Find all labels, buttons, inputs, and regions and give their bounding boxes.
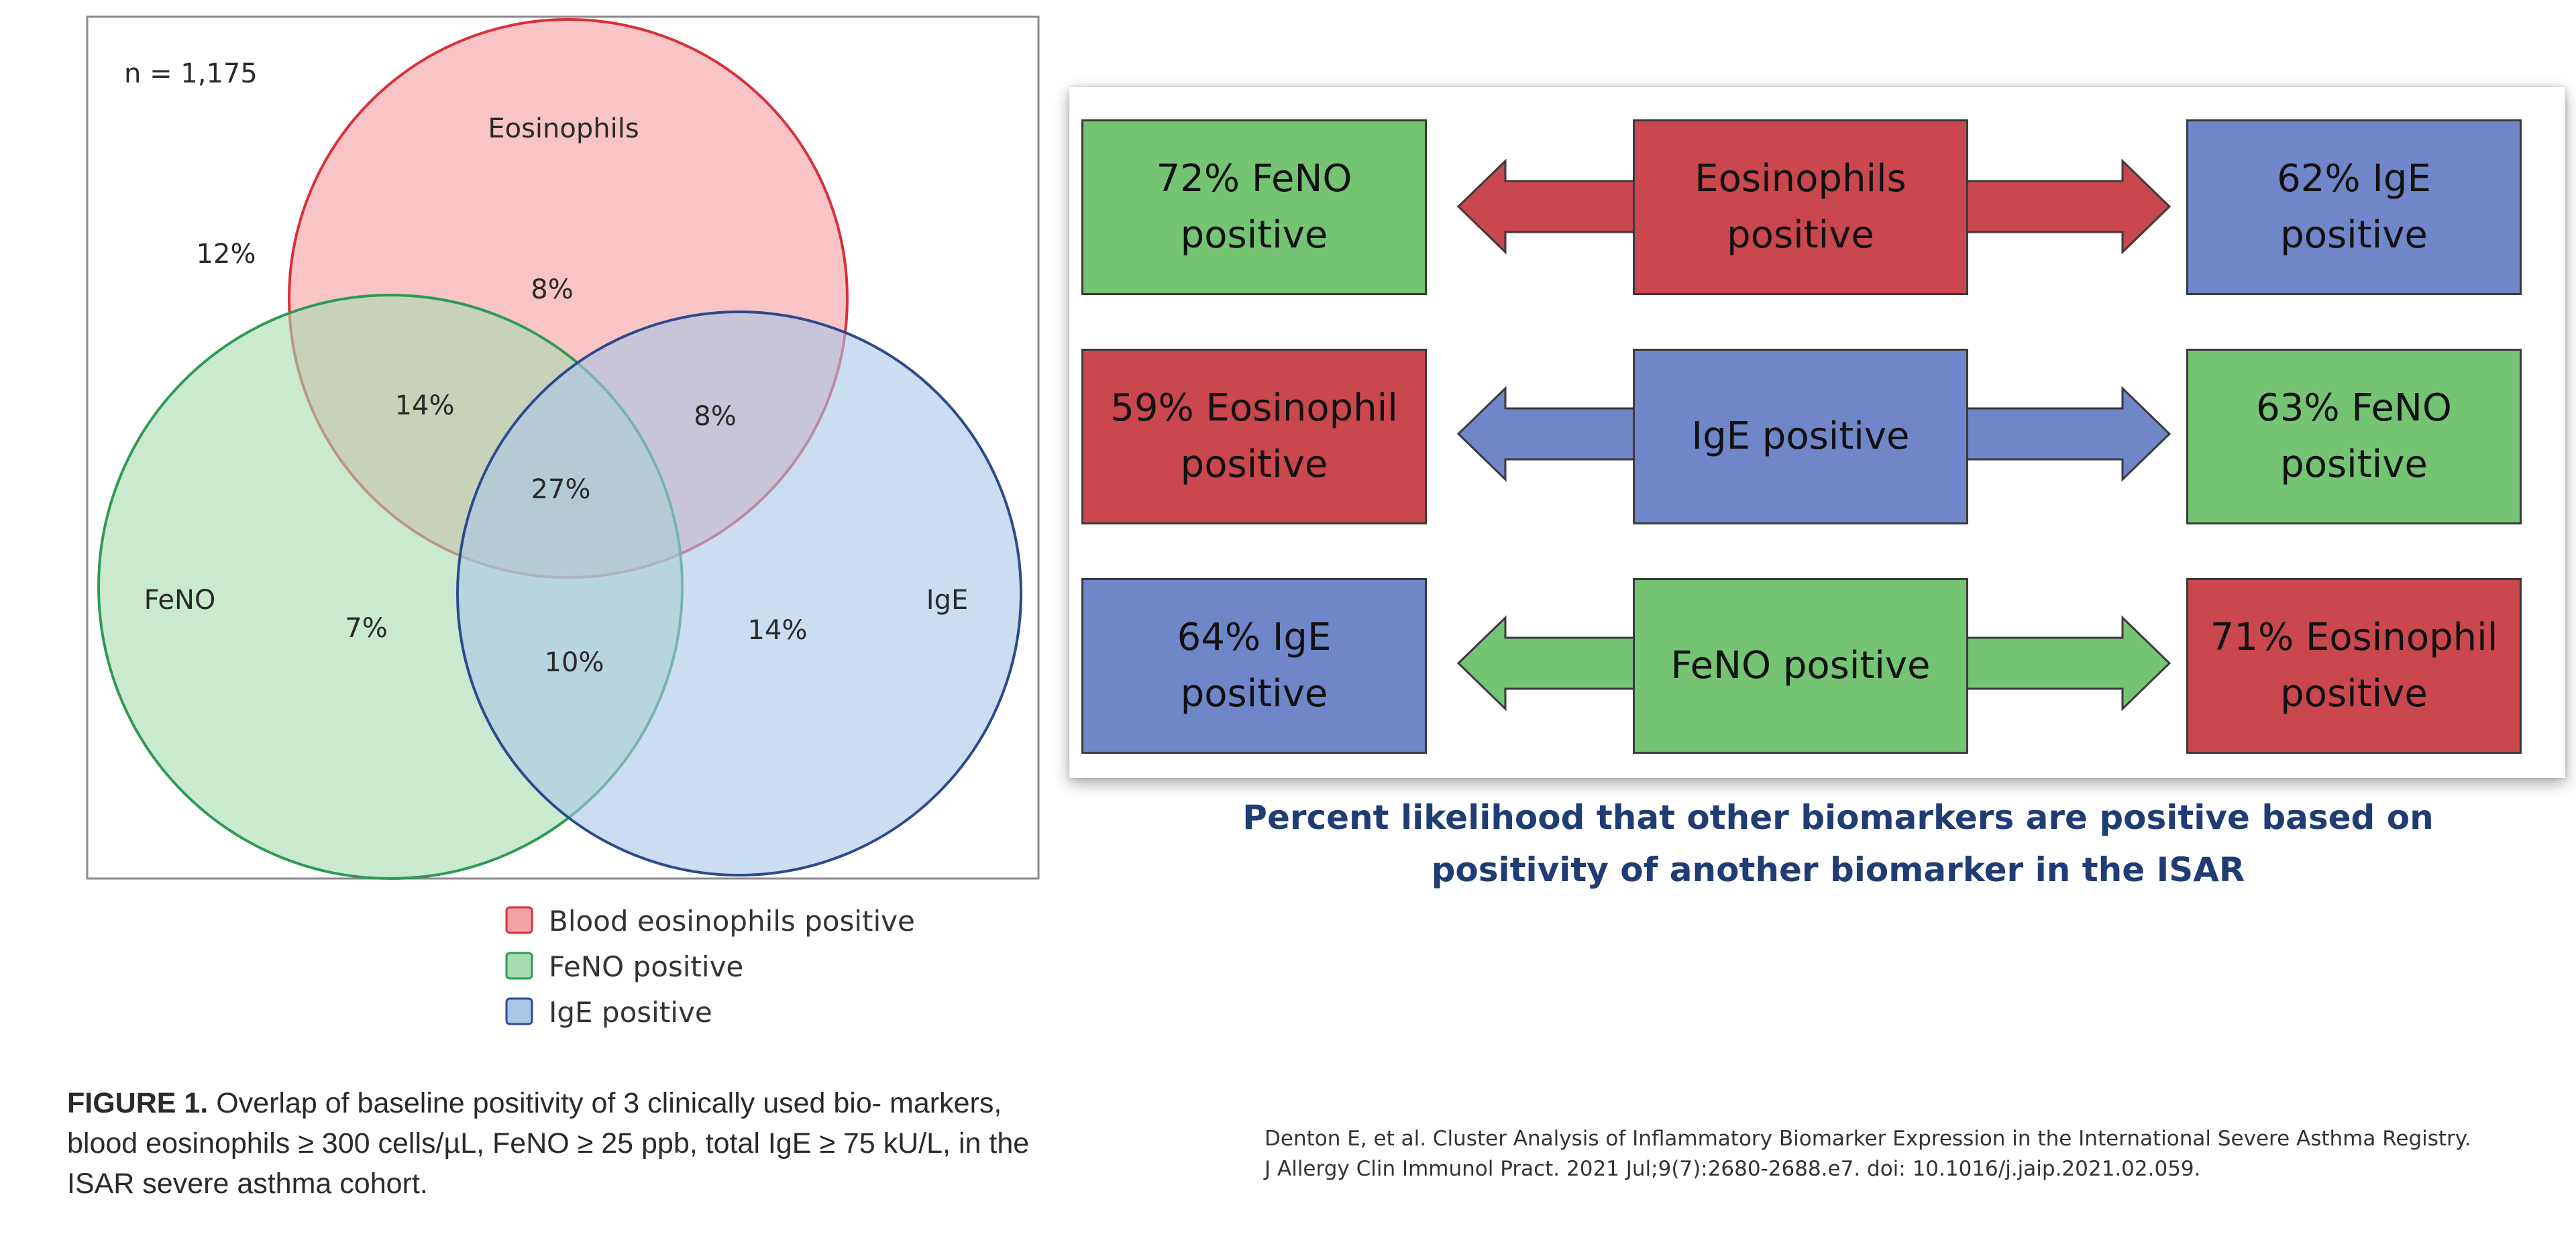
eos-only-pct: 8% <box>531 274 573 305</box>
citation: Denton E, et al. Cluster Analysis of Inf… <box>1265 1127 2471 1181</box>
row3-left-text: 64% IgE positive <box>1177 616 1332 716</box>
row2-center-box: IgE positive <box>1633 349 1968 524</box>
row1-center-box: Eosinophils positive <box>1633 119 1968 295</box>
feno-only-pct: 7% <box>345 613 387 644</box>
ige-label: IgE <box>926 585 968 616</box>
ige-only-pct: 14% <box>748 615 808 646</box>
n-label: n = 1,175 <box>124 58 258 89</box>
legend: Blood eosinophils positive FeNO positive… <box>505 905 915 1029</box>
outside-pct: 12% <box>197 239 256 270</box>
eosinophils-label: Eosinophils <box>488 113 639 144</box>
feno-label: FeNO <box>144 585 216 616</box>
all-three-pct: 27% <box>531 474 591 505</box>
feno-ige-pct: 10% <box>545 647 604 678</box>
eos-ige-pct: 8% <box>694 401 736 432</box>
row2-right-box: 63% FeNO positive <box>2186 349 2522 524</box>
figure-caption: FIGURE 1. Overlap of baseline positivity… <box>67 1083 1073 1204</box>
legend-swatch-feno <box>505 952 533 980</box>
row2-right-text: 63% FeNO positive <box>2256 386 2452 486</box>
row3-left-box: 64% IgE positive <box>1081 578 1427 754</box>
legend-label-ige: IgE positive <box>549 996 712 1029</box>
figure-caption-label: FIGURE 1. <box>67 1087 209 1119</box>
likelihood-panel: 72% FeNO positive Eosinophils positive 6… <box>1069 87 2565 778</box>
row2-center-text: IgE positive <box>1691 414 1910 458</box>
row3-right-text: 71% Eosinophil positive <box>2210 616 2498 716</box>
row1-center-text: Eosinophils positive <box>1695 157 1907 257</box>
eos-feno-pct: 14% <box>395 390 455 421</box>
row3-center-box: FeNO positive <box>1633 578 1968 754</box>
row3-right-box: 71% Eosinophil positive <box>2186 578 2522 754</box>
likelihood-caption: Percent likelihood that other biomarkers… <box>1242 798 2434 889</box>
row1-left-box: 72% FeNO positive <box>1081 119 1427 295</box>
row3-center-text: FeNO positive <box>1670 644 1931 687</box>
legend-label-eosinophils: Blood eosinophils positive <box>549 905 915 938</box>
row2-left-text: 59% Eosinophil positive <box>1110 386 1398 486</box>
row2-left-box: 59% Eosinophil positive <box>1081 349 1427 524</box>
row1-left-text: 72% FeNO positive <box>1156 157 1352 257</box>
legend-swatch-ige <box>505 997 533 1025</box>
row1-right-box: 62% IgE positive <box>2186 119 2522 295</box>
ige-circle <box>456 310 1022 877</box>
legend-label-feno: FeNO positive <box>549 950 743 983</box>
legend-swatch-eosinophils <box>505 906 533 934</box>
row1-right-text: 62% IgE positive <box>2277 157 2431 257</box>
figure-caption-text: Overlap of baseline positivity of 3 clin… <box>67 1087 1030 1200</box>
